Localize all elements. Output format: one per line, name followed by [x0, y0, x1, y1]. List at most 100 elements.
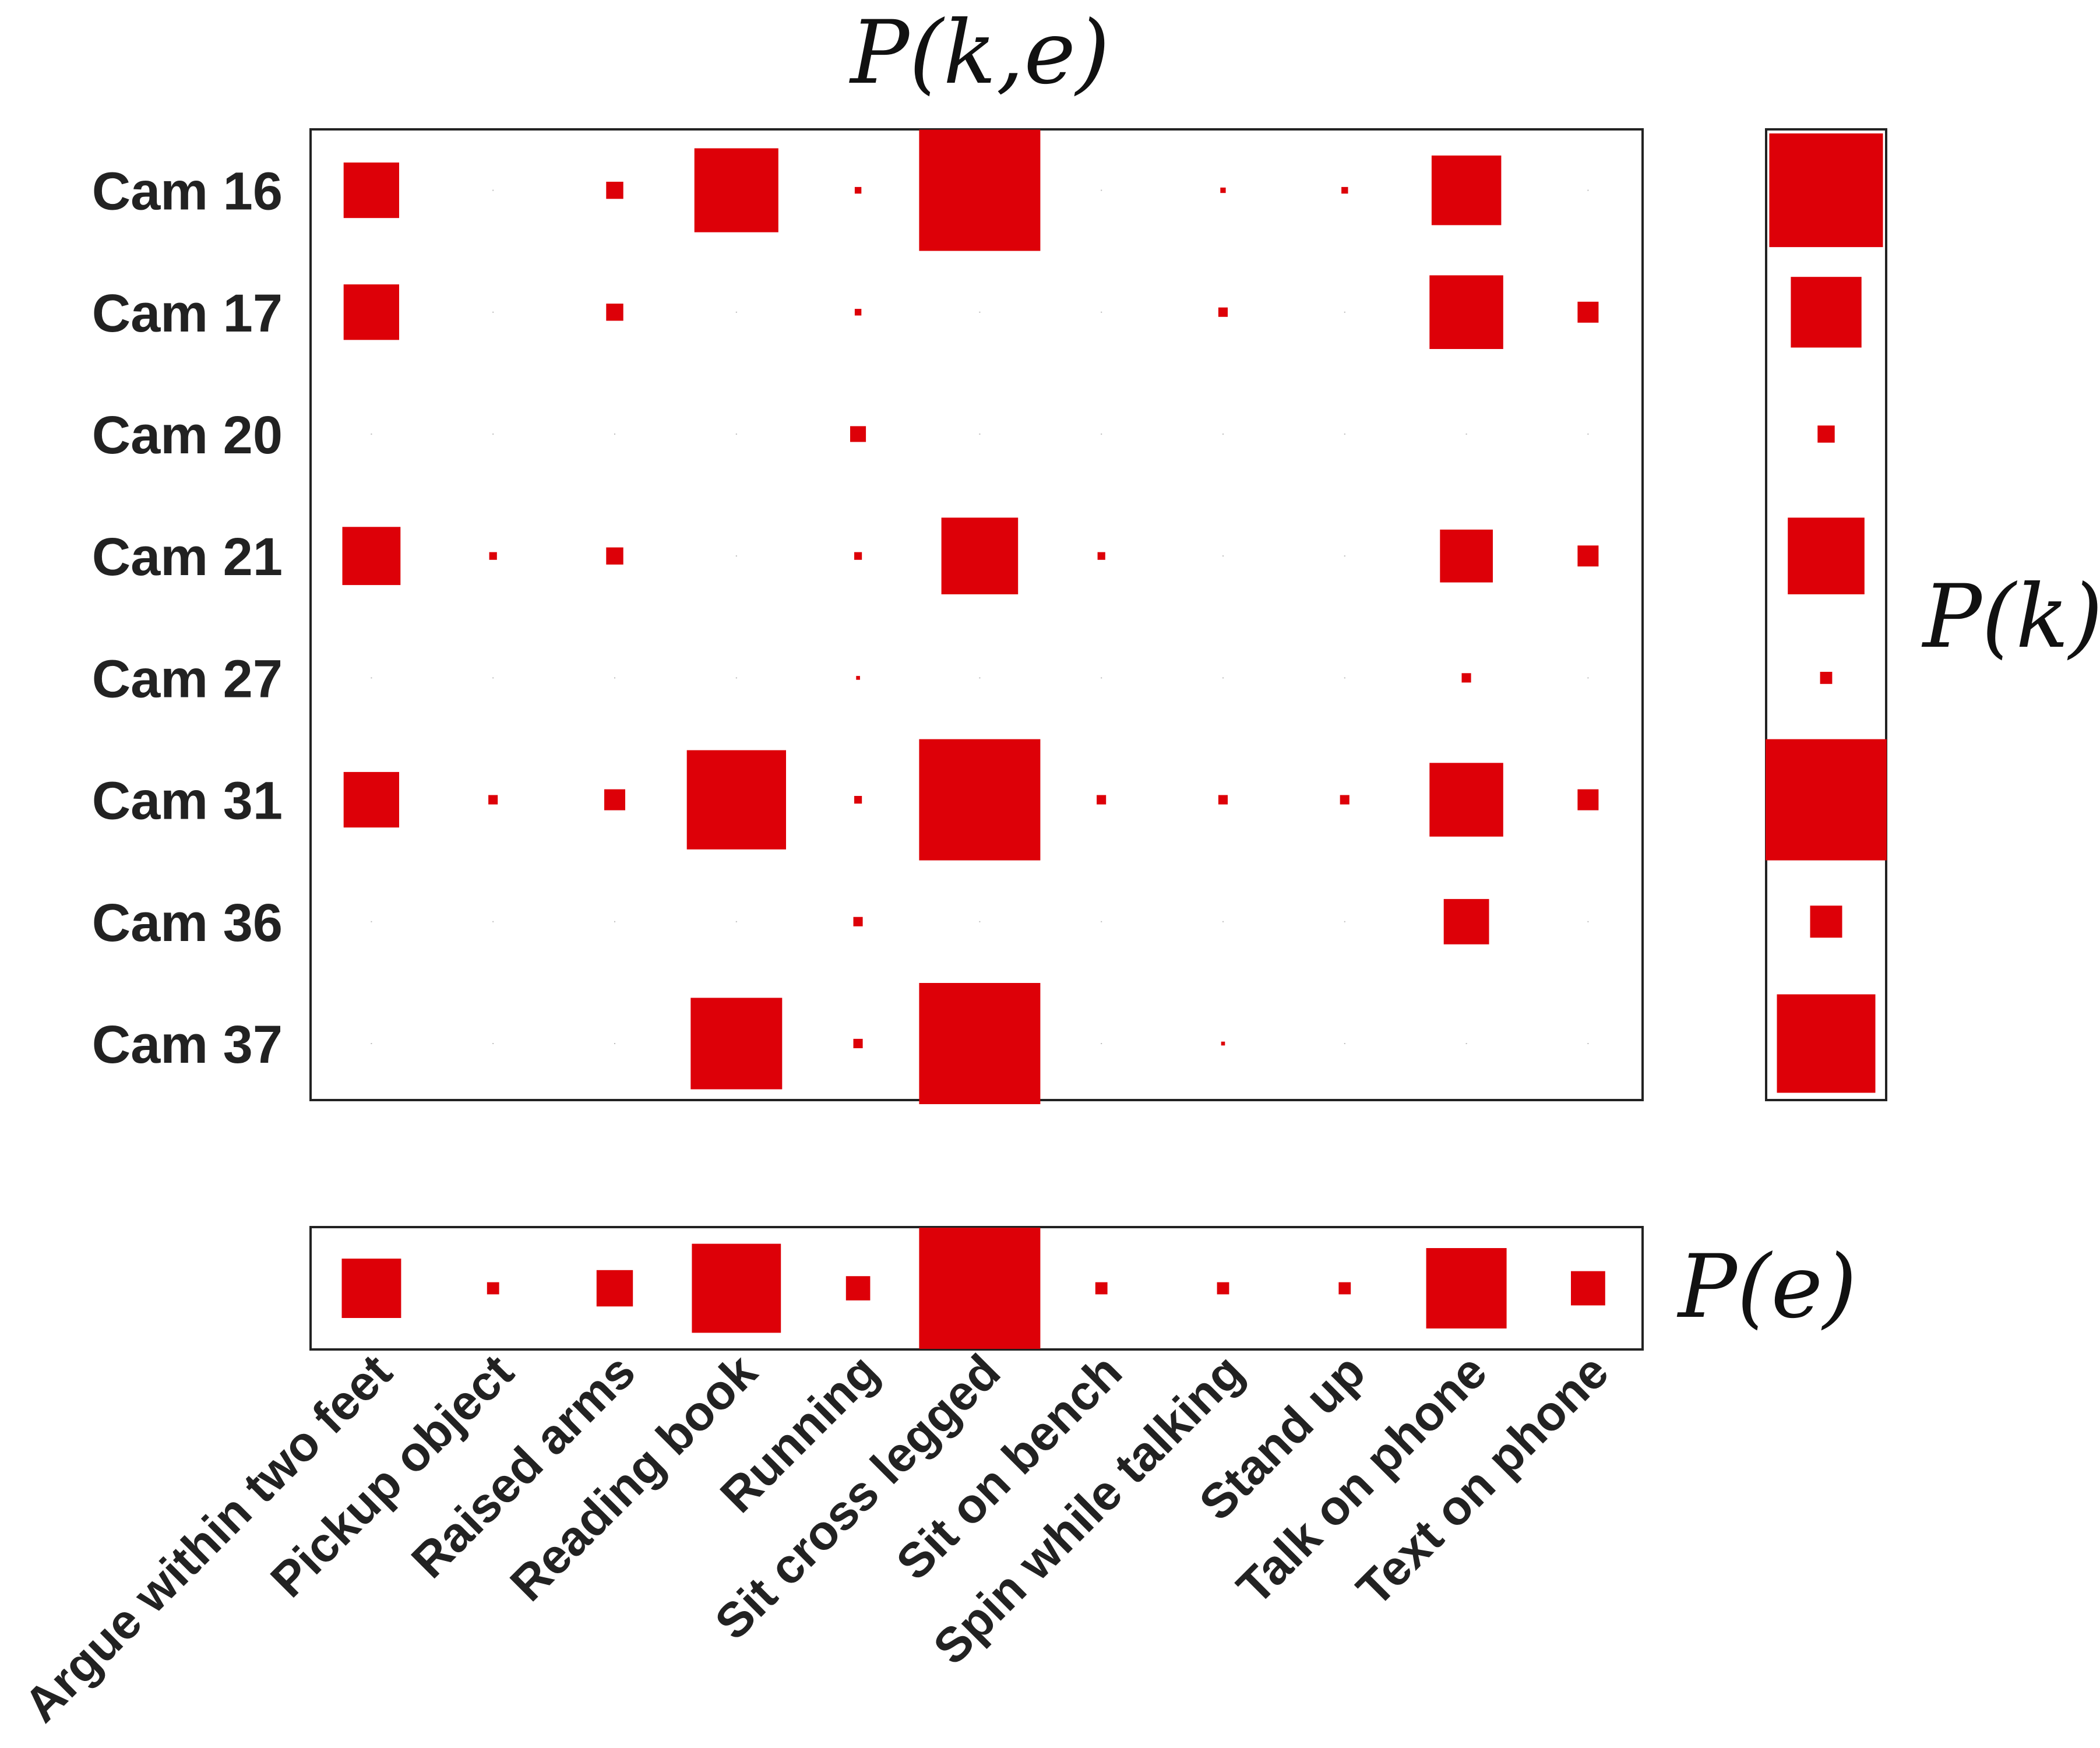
joint-frame	[309, 128, 1644, 1101]
joint-cell-7-10	[1587, 1043, 1589, 1044]
joint-cell-1-2	[606, 304, 623, 321]
joint-cell-4-5	[979, 677, 981, 679]
joint-cell-5-4	[854, 796, 862, 804]
joint-cell-1-10	[1577, 301, 1599, 323]
row-label: Cam 37	[92, 1015, 283, 1074]
joint-cell-7-0	[371, 1043, 372, 1044]
joint-cell-5-0	[343, 771, 399, 828]
joint-cell-7-5	[919, 983, 1041, 1104]
joint-cell-4-3	[735, 677, 737, 679]
marginal-e-mark-0	[341, 1259, 401, 1318]
joint-cell-0-7	[1220, 187, 1226, 193]
joint-cell-1-4	[854, 309, 862, 316]
marginal-k-mark-2	[1817, 425, 1835, 443]
joint-cell-7-6	[1101, 1043, 1102, 1044]
joint-cell-6-1	[492, 921, 494, 922]
joint-cell-2-6	[1101, 434, 1102, 435]
joint-cell-6-8	[1344, 921, 1345, 922]
joint-cell-7-4	[853, 1038, 863, 1048]
joint-cell-1-3	[735, 311, 737, 313]
joint-cell-5-1	[488, 795, 498, 805]
joint-cell-7-1	[492, 1043, 494, 1044]
joint-cell-7-8	[1344, 1043, 1345, 1044]
joint-cell-4-8	[1344, 677, 1345, 679]
joint-marks	[342, 129, 1599, 1104]
joint-cell-6-5	[979, 921, 981, 922]
joint-cell-3-0	[342, 527, 401, 586]
marginal-k-title: P(k)	[1921, 566, 2100, 668]
joint-cell-3-6	[1097, 552, 1105, 560]
joint-cell-4-9	[1461, 673, 1471, 683]
marginal-e-title: P(e)	[1676, 1236, 1857, 1338]
joint-cell-7-3	[690, 998, 783, 1090]
joint-cell-1-8	[1344, 311, 1345, 313]
joint-cell-1-7	[1218, 307, 1228, 317]
joint-cell-0-0	[343, 162, 399, 218]
joint-cell-5-2	[604, 789, 625, 810]
joint-cell-5-5	[919, 739, 1041, 861]
row-labels: Cam 16 Cam 17 Cam 20 Cam 21 Cam 27 Cam 31 Cam …	[92, 162, 283, 1074]
joint-cell-0-3	[694, 148, 778, 232]
marginal-e-frame	[309, 1226, 1644, 1351]
marginal-e-marks	[341, 1228, 1605, 1349]
joint-cell-0-8	[1341, 186, 1348, 194]
joint-cell-2-7	[1222, 434, 1224, 435]
joint-cell-1-9	[1429, 275, 1503, 349]
joint-cell-2-2	[614, 434, 615, 435]
row-label: Cam 16	[92, 162, 283, 221]
marginal-k-mark-0	[1769, 133, 1883, 248]
joint-cell-3-8	[1344, 555, 1345, 557]
marginal-e-mark-3	[692, 1243, 781, 1333]
joint-cell-3-4	[854, 552, 862, 560]
joint-cell-3-1	[489, 552, 497, 560]
row-label: Cam 20	[92, 406, 283, 465]
joint-title: P(k,e)	[848, 2, 1109, 104]
joint-cell-4-10	[1587, 677, 1589, 679]
joint-cell-6-2	[614, 921, 615, 922]
marginal-k-mark-5	[1766, 739, 1887, 861]
joint-cell-4-1	[492, 677, 494, 679]
joint-cell-5-6	[1097, 795, 1107, 805]
marginal-e-mark-7	[1217, 1282, 1229, 1295]
marginal-k-mark-6	[1810, 905, 1842, 938]
row-label: Cam 31	[92, 771, 283, 831]
marginal-e-mark-2	[596, 1270, 633, 1307]
joint-cell-7-7	[1221, 1041, 1225, 1046]
joint-cell-6-9	[1443, 898, 1489, 945]
joint-cell-3-2	[606, 547, 623, 565]
row-label: Cam 27	[92, 649, 283, 709]
joint-cell-4-2	[614, 677, 615, 679]
marginal-k-frame	[1765, 128, 1887, 1101]
marginal-e-mark-9	[1426, 1248, 1507, 1328]
joint-cell-1-1	[492, 311, 494, 313]
marginal-e-mark-5	[919, 1228, 1041, 1349]
joint-cell-6-0	[371, 921, 372, 922]
joint-cell-0-6	[1101, 189, 1102, 191]
joint-cell-6-6	[1101, 921, 1102, 922]
joint-cell-7-9	[1465, 1043, 1467, 1044]
row-label: Cam 17	[92, 284, 283, 343]
marginal-k-mark-4	[1820, 672, 1833, 684]
joint-cell-2-5	[979, 434, 981, 435]
marginal-e-mark-8	[1338, 1282, 1351, 1295]
marginal-k-mark-7	[1777, 994, 1876, 1093]
joint-cell-3-3	[735, 555, 737, 557]
joint-cell-1-6	[1101, 311, 1102, 313]
joint-cell-2-9	[1465, 434, 1467, 435]
joint-cell-3-5	[941, 517, 1019, 594]
joint-cell-1-0	[343, 284, 399, 340]
joint-cell-6-3	[735, 921, 737, 922]
joint-cell-2-0	[371, 434, 372, 435]
joint-cell-6-4	[853, 917, 863, 926]
joint-cell-4-4	[856, 676, 860, 680]
joint-cell-5-9	[1429, 763, 1503, 837]
joint-cell-0-10	[1587, 189, 1589, 191]
row-label: Cam 36	[92, 893, 283, 953]
joint-cell-7-2	[614, 1043, 615, 1044]
joint-cell-5-7	[1218, 795, 1228, 805]
marginal-e-mark-6	[1095, 1282, 1108, 1295]
joint-cell-0-2	[606, 181, 623, 199]
joint-cell-0-9	[1431, 155, 1502, 225]
joint-cell-2-1	[492, 434, 494, 435]
